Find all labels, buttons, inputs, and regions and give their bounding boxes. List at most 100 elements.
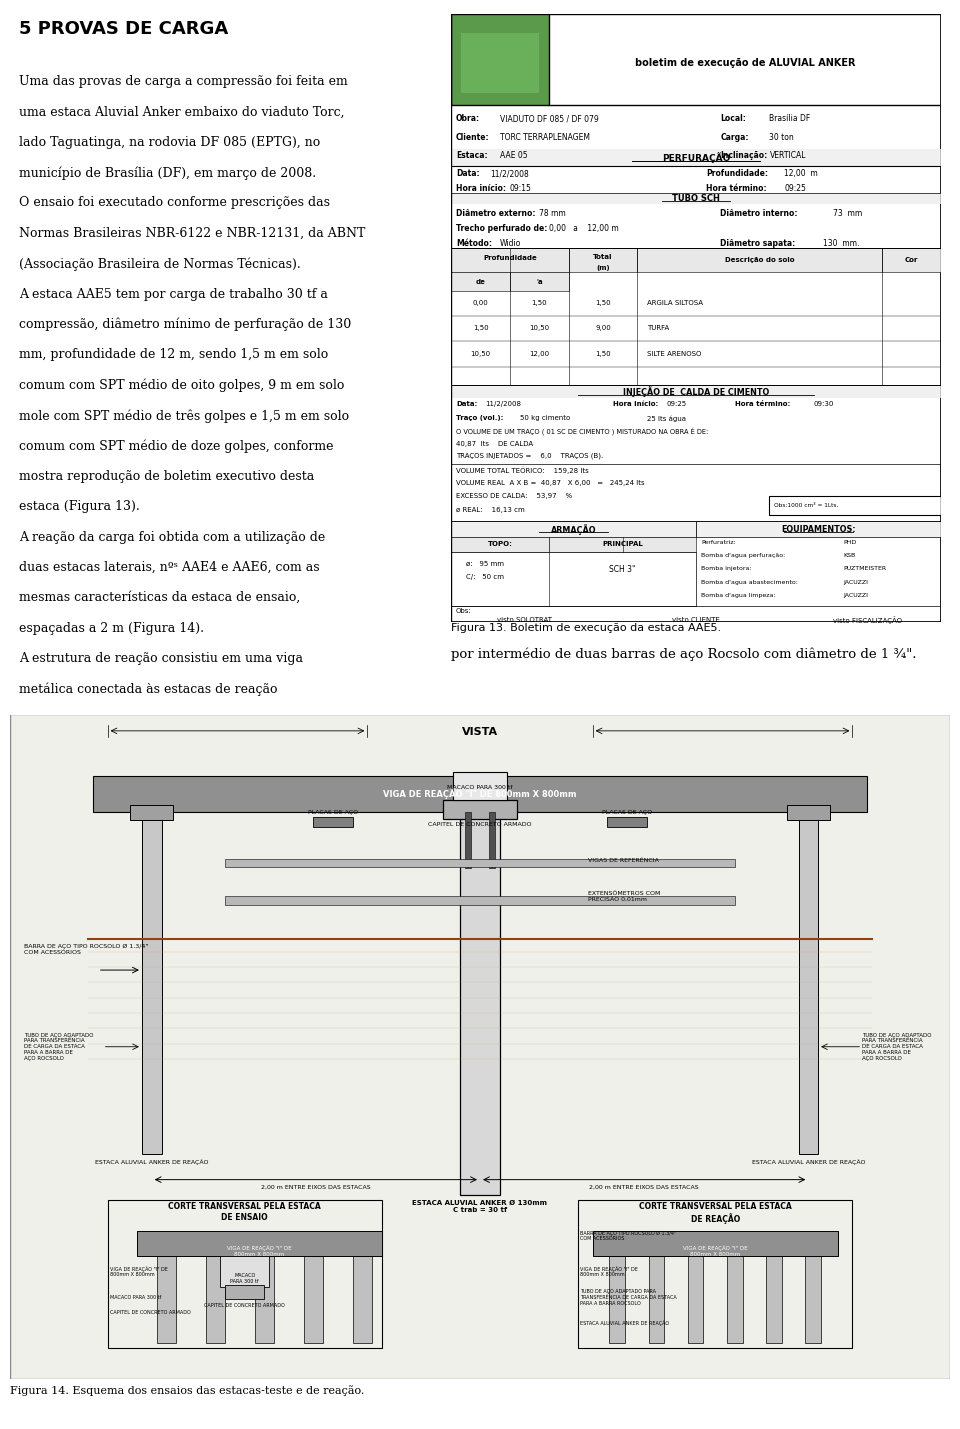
Bar <box>696 522 941 537</box>
Text: JACUZZI: JACUZZI <box>843 580 868 584</box>
Text: mole com SPT médio de três golpes e 1,5 m em solo: mole com SPT médio de três golpes e 1,5 … <box>19 409 349 423</box>
Bar <box>549 537 696 552</box>
Text: estaca (Figura 13).: estaca (Figura 13). <box>19 500 140 513</box>
Bar <box>770 496 941 516</box>
Text: Hora início:: Hora início: <box>612 402 658 407</box>
Text: Profundidade: Profundidade <box>483 256 537 262</box>
Text: TUBO DE AÇO ADAPTADO
PARA TRANSFERÊNCIA
DE CARGA DA ESTACA
PARA A BARRA DE
AÇO R: TUBO DE AÇO ADAPTADO PARA TRANSFERÊNCIA … <box>862 1033 932 1060</box>
Bar <box>93 776 867 812</box>
Text: Diâmetro sapata:: Diâmetro sapata: <box>720 239 796 249</box>
Text: espaçadas a 2 m (Figura 14).: espaçadas a 2 m (Figura 14). <box>19 622 204 634</box>
Text: Obs:: Obs: <box>456 607 472 613</box>
Text: Inclinação:: Inclinação: <box>720 151 768 160</box>
Bar <box>799 812 818 1155</box>
Text: VOLUME REAL  A X B =  40,87   X 6,00   =   245,24 lts: VOLUME REAL A X B = 40,87 X 6,00 = 245,2… <box>456 480 645 486</box>
Text: O ensaio foi executado conforme prescrições das: O ensaio foi executado conforme prescriç… <box>19 197 330 210</box>
Text: 5 PROVAS DE CARGA: 5 PROVAS DE CARGA <box>19 20 228 39</box>
Text: VERTICAL: VERTICAL <box>770 151 806 160</box>
Text: Profundidade:: Profundidade: <box>706 169 768 179</box>
Text: VIGA DE REAÇÃO "I" DE
800mm X 800mm: VIGA DE REAÇÃO "I" DE 800mm X 800mm <box>683 1246 748 1258</box>
Text: Bomba d'agua perfuração:: Bomba d'agua perfuração: <box>701 553 785 557</box>
Text: Hora término:: Hora término: <box>706 184 766 193</box>
Text: 09:30: 09:30 <box>813 402 834 407</box>
Text: Cliente:: Cliente: <box>456 133 490 141</box>
Text: Carga:: Carga: <box>720 133 749 141</box>
Text: 1,50: 1,50 <box>532 300 547 306</box>
Bar <box>313 817 352 827</box>
Text: ESTACA ALUVIAL ANKER Ø 130mm
C trab = 30 tf: ESTACA ALUVIAL ANKER Ø 130mm C trab = 30… <box>413 1200 547 1213</box>
Text: 25 lts água: 25 lts água <box>647 416 686 422</box>
Bar <box>451 522 696 537</box>
Text: metálica conectada às estacas de reação: metálica conectada às estacas de reação <box>19 683 277 696</box>
Text: TUBO DE AÇO ADAPTADO PARA
TRANSFERÊNCIA DE CARGA DA ESTACA
PARA A BARRA ROCSOLO: TUBO DE AÇO ADAPTADO PARA TRANSFERÊNCIA … <box>580 1289 677 1306</box>
Text: VIGA DE REAÇÃO "I" DE
800mm X 800mm: VIGA DE REAÇÃO "I" DE 800mm X 800mm <box>580 1266 637 1278</box>
Text: TRAÇOS INJETADOS =    6,0    TRAÇOS (B).: TRAÇOS INJETADOS = 6,0 TRAÇOS (B). <box>456 453 603 459</box>
Text: Trecho perfurado de:: Trecho perfurado de: <box>456 224 547 233</box>
Text: VIADUTO DF 085 / DF 079: VIADUTO DF 085 / DF 079 <box>500 114 599 123</box>
Bar <box>578 1200 852 1349</box>
Bar <box>461 809 499 1195</box>
Text: Traço (vol.):: Traço (vol.): <box>456 416 503 422</box>
Text: Bomba d'agua limpeza:: Bomba d'agua limpeza: <box>701 593 776 599</box>
Text: (m): (m) <box>596 266 610 272</box>
Bar <box>608 817 647 827</box>
Text: ø REAL:    16,13 cm: ø REAL: 16,13 cm <box>456 507 525 513</box>
Text: PERFURAÇÃO: PERFURAÇÃO <box>661 151 731 163</box>
Text: mm, profundidade de 12 m, sendo 1,5 m em solo: mm, profundidade de 12 m, sendo 1,5 m em… <box>19 349 328 362</box>
Text: Obra:: Obra: <box>456 114 480 123</box>
Text: KSB: KSB <box>843 553 855 557</box>
Bar <box>592 1230 838 1256</box>
Text: Widio: Widio <box>500 239 521 249</box>
Bar <box>220 1256 270 1288</box>
Text: VIGA DE REAÇÃO "I" DE
800mm X 800mm: VIGA DE REAÇÃO "I" DE 800mm X 800mm <box>109 1266 167 1278</box>
Text: município de Brasília (DF), em março de 2008.: município de Brasília (DF), em março de … <box>19 166 317 180</box>
Bar <box>461 33 540 93</box>
Text: A reação da carga foi obtida com a utilização de: A reação da carga foi obtida com a utili… <box>19 530 325 543</box>
Text: SILTE ARENOSO: SILTE ARENOSO <box>647 350 702 357</box>
Text: 10,50: 10,50 <box>470 350 491 357</box>
Bar <box>142 812 161 1155</box>
Text: compressão, diâmetro mínimo de perfuração de 130: compressão, diâmetro mínimo de perfuraçã… <box>19 319 351 332</box>
Text: VIGA DE REAÇÃO "I" DE
800mm X 800mm: VIGA DE REAÇÃO "I" DE 800mm X 800mm <box>228 1246 292 1258</box>
Bar <box>568 249 637 273</box>
Text: Hora início:: Hora início: <box>456 184 506 193</box>
Bar <box>156 1252 177 1343</box>
Text: VISTA: VISTA <box>462 727 498 737</box>
Text: A estrutura de reação consistiu em uma viga: A estrutura de reação consistiu em uma v… <box>19 652 303 664</box>
Text: Data:: Data: <box>456 402 477 407</box>
Text: visto FISCALIZAÇÃO: visto FISCALIZAÇÃO <box>833 616 901 624</box>
Bar <box>649 1252 664 1343</box>
Text: ARGILA SILTOSA: ARGILA SILTOSA <box>647 300 703 306</box>
Text: A estaca AAE5 tem por carga de trabalho 30 tf a: A estaca AAE5 tem por carga de trabalho … <box>19 287 328 300</box>
Text: Normas Brasileiras NBR-6122 e NBR-12131, da ABNT: Normas Brasileiras NBR-6122 e NBR-12131,… <box>19 227 366 240</box>
Text: (Associação Brasileira de Normas Técnicas).: (Associação Brasileira de Normas Técnica… <box>19 257 300 270</box>
Bar <box>451 384 941 399</box>
Text: boletim de execução de ALUVIAL ANKER: boletim de execução de ALUVIAL ANKER <box>635 59 855 67</box>
Text: TORC TERRAPLENAGEM: TORC TERRAPLENAGEM <box>500 133 590 141</box>
Text: 0,00   a    12,00 m: 0,00 a 12,00 m <box>549 224 619 233</box>
Bar <box>805 1252 821 1343</box>
Text: 12,00  m: 12,00 m <box>784 169 818 179</box>
Text: PUZTMEISTER: PUZTMEISTER <box>843 566 886 572</box>
Bar <box>510 273 568 290</box>
Bar <box>687 1252 704 1343</box>
Text: uma estaca Aluvial Anker embaixo do viaduto Torc,: uma estaca Aluvial Anker embaixo do viad… <box>19 106 345 119</box>
Text: 11/2/2008: 11/2/2008 <box>486 402 521 407</box>
Text: 2,00 m ENTRE EIXOS DAS ESTACAS: 2,00 m ENTRE EIXOS DAS ESTACAS <box>261 1185 371 1190</box>
Bar <box>882 249 941 273</box>
Text: 0,00: 0,00 <box>472 300 489 306</box>
Text: SCH 3": SCH 3" <box>610 566 636 574</box>
Text: Data:: Data: <box>456 169 480 179</box>
Bar <box>451 537 549 552</box>
Bar <box>254 1252 275 1343</box>
Bar <box>766 1252 781 1343</box>
Text: MACACO PARA 300 tf: MACACO PARA 300 tf <box>109 1295 161 1300</box>
Text: mostra reprodução de boletim executivo desta: mostra reprodução de boletim executivo d… <box>19 470 315 483</box>
Text: CORTE TRANSVERSAL PELA ESTACA
DE ENSAIO: CORTE TRANSVERSAL PELA ESTACA DE ENSAIO <box>168 1202 322 1222</box>
Text: Bomba injetora:: Bomba injetora: <box>701 566 752 572</box>
Bar <box>108 1200 382 1349</box>
Text: ARMAÇÃO: ARMAÇÃO <box>551 524 596 534</box>
Text: Figura 13. Boletim de execução da estaca AAE5.: Figura 13. Boletim de execução da estaca… <box>451 623 721 633</box>
Text: MACACO
PARA 300 tf: MACACO PARA 300 tf <box>230 1273 259 1283</box>
Bar <box>352 1252 372 1343</box>
